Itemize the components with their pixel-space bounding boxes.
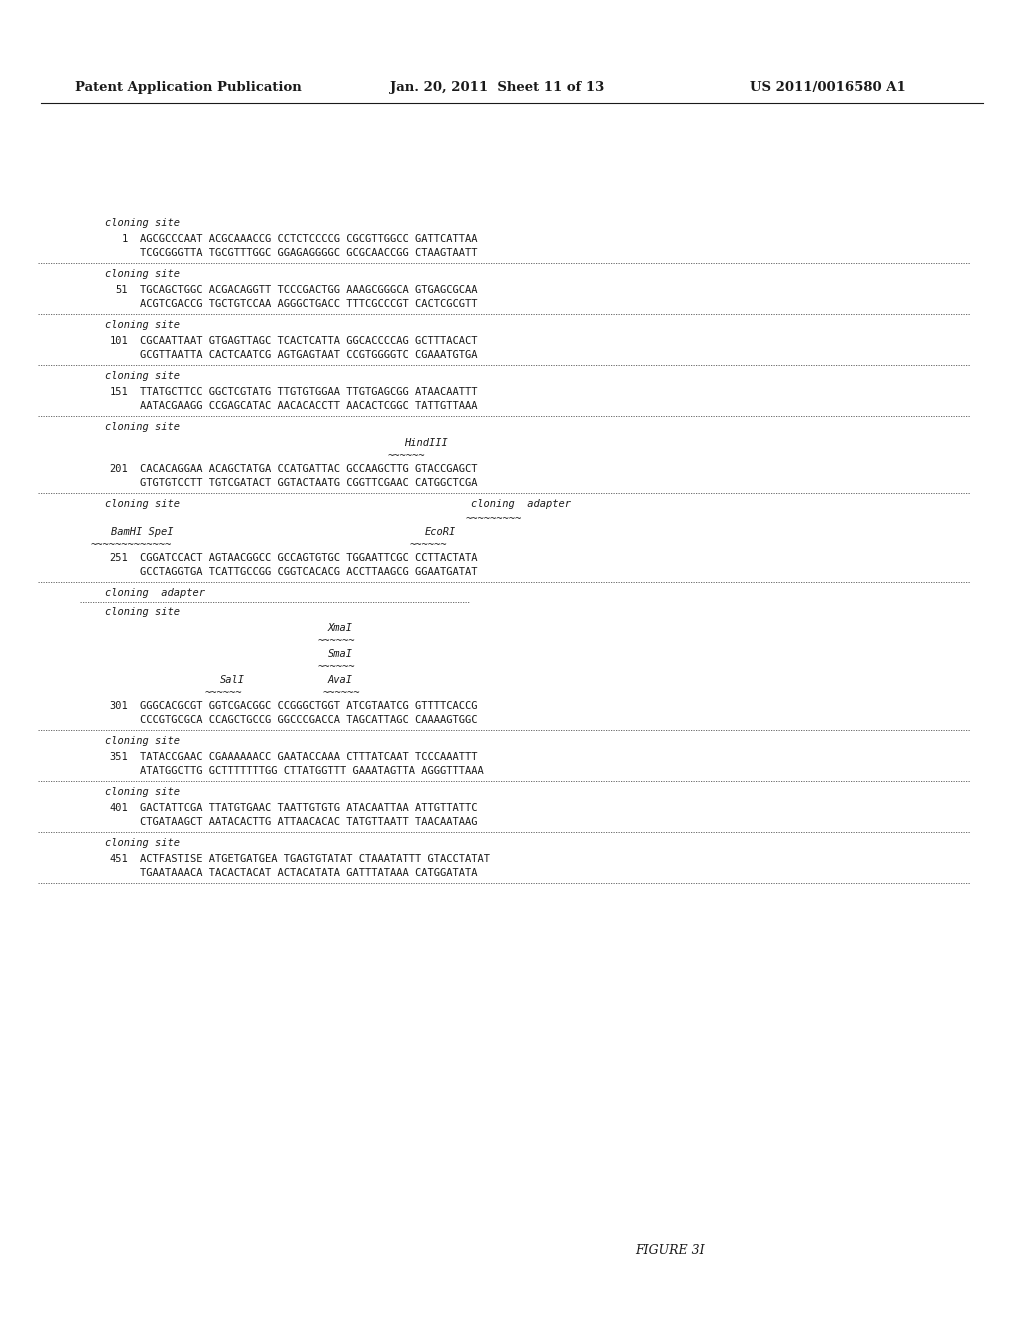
Text: CACACAGGAA ACAGCTATGA CCATGATTAC GCCAAGCTTG GTACCGAGCT: CACACAGGAA ACAGCTATGA CCATGATTAC GCCAAGC… [140,465,477,474]
Text: CTGATAAGCT AATACACTTG ATTAACACAC TATGTTAATT TAACAATAAG: CTGATAAGCT AATACACTTG ATTAACACAC TATGTTA… [140,817,477,828]
Text: ~~~~~~: ~~~~~~ [387,451,425,461]
Text: GACTATTCGA TTATGTGAAC TAATTGTGTG ATACAATTAA ATTGTTATTC: GACTATTCGA TTATGTGAAC TAATTGTGTG ATACAAT… [140,803,477,813]
Text: ~~~~~~: ~~~~~~ [317,636,355,645]
Text: 201: 201 [110,465,128,474]
Text: 301: 301 [110,701,128,711]
Text: cloning site: cloning site [105,371,180,381]
Text: ~~~~~~~~~~~~~: ~~~~~~~~~~~~~ [90,540,171,550]
Text: Patent Application Publication: Patent Application Publication [75,82,302,95]
Text: cloning site: cloning site [105,319,180,330]
Text: ACTFASTISE ATGETGATGEA TGAGTGTATAT CTAAATATTT GTACCTATAT: ACTFASTISE ATGETGATGEA TGAGTGTATAT CTAAA… [140,854,490,865]
Text: 51: 51 [116,285,128,294]
Text: GGGCACGCGT GGTCGACGGC CCGGGCTGGT ATCGTAATCG GTTTTCACCG: GGGCACGCGT GGTCGACGGC CCGGGCTGGT ATCGTAA… [140,701,477,711]
Text: 401: 401 [110,803,128,813]
Text: GCCTAGGTGA TCATTGCCGG CGGTCACACG ACCTTAAGCG GGAATGATAT: GCCTAGGTGA TCATTGCCGG CGGTCACACG ACCTTAA… [140,568,477,577]
Text: GTGTGTCCTT TGTCGATACT GGTACTAATG CGGTTCGAAC CATGGCTCGA: GTGTGTCCTT TGTCGATACT GGTACTAATG CGGTTCG… [140,478,477,488]
Text: CGCAATTAAT GTGAGTTAGC TCACTCATTA GGCACCCCAG GCTTTACACT: CGCAATTAAT GTGAGTTAGC TCACTCATTA GGCACCC… [140,337,477,346]
Text: GCGTTAATTA CACTCAATCG AGTGAGTAAT CCGTGGGGTC CGAAATGTGA: GCGTTAATTA CACTCAATCG AGTGAGTAAT CCGTGGG… [140,350,477,360]
Text: CGGATCCACT AGTAACGGCC GCCAGTGTGC TGGAATTCGC CCTTACTATA: CGGATCCACT AGTAACGGCC GCCAGTGTGC TGGAATT… [140,553,477,564]
Text: 101: 101 [110,337,128,346]
Text: TTATGCTTCC GGCTCGTATG TTGTGTGGAA TTGTGAGCGG ATAACAATTT: TTATGCTTCC GGCTCGTATG TTGTGTGGAA TTGTGAG… [140,387,477,397]
Text: 251: 251 [110,553,128,564]
Text: XmaI: XmaI [328,623,352,634]
Text: cloning site: cloning site [105,269,180,279]
Text: cloning site: cloning site [105,218,180,228]
Text: cloning site: cloning site [105,607,180,616]
Text: cloning site: cloning site [105,737,180,746]
Text: CCCGTGCGCA CCAGCTGCCG GGCCCGACCA TAGCATTAGC CAAAAGTGGC: CCCGTGCGCA CCAGCTGCCG GGCCCGACCA TAGCATT… [140,715,477,725]
Text: cloning site: cloning site [105,787,180,797]
Text: US 2011/0016580 A1: US 2011/0016580 A1 [750,82,906,95]
Text: FIGURE 3I: FIGURE 3I [635,1243,705,1257]
Text: 151: 151 [110,387,128,397]
Text: 451: 451 [110,854,128,865]
Text: BamHI SpeI: BamHI SpeI [111,527,173,537]
Text: cloning site: cloning site [105,422,180,432]
Text: AvaI: AvaI [328,675,352,685]
Text: cloning site: cloning site [105,838,180,847]
Text: ~~~~~~~~~: ~~~~~~~~~ [466,513,522,524]
Text: 351: 351 [110,752,128,762]
Text: TATACCGAAC CGAAAAAACC GAATACCAAA CTTTATCAAT TCCCAAATTT: TATACCGAAC CGAAAAAACC GAATACCAAA CTTTATC… [140,752,477,762]
Text: SalI: SalI [220,675,245,685]
Text: AATACGAAGG CCGAGCATAC AACACACCTT AACACTCGGC TATTGTTAAA: AATACGAAGG CCGAGCATAC AACACACCTT AACACTC… [140,401,477,411]
Text: cloning  adapter: cloning adapter [105,587,205,598]
Text: TGCAGCTGGC ACGACAGGTT TCCCGACTGG AAAGCGGGCA GTGAGCGCAA: TGCAGCTGGC ACGACAGGTT TCCCGACTGG AAAGCGG… [140,285,477,294]
Text: ~~~~~~: ~~~~~~ [410,540,447,550]
Text: HindIII: HindIII [404,438,449,447]
Text: Jan. 20, 2011  Sheet 11 of 13: Jan. 20, 2011 Sheet 11 of 13 [390,82,604,95]
Text: ATATGGCTTG GCTTTTTTTGG CTTATGGTTT GAAATAGTTA AGGGTTTAAA: ATATGGCTTG GCTTTTTTTGG CTTATGGTTT GAAATA… [140,766,483,776]
Text: SmaI: SmaI [328,649,352,659]
Text: ~~~~~~: ~~~~~~ [323,688,360,698]
Text: ~~~~~~: ~~~~~~ [205,688,243,698]
Text: AGCGCCCAAT ACGCAAACCG CCTCTCCCCG CGCGTTGGCC GATTCATTAA: AGCGCCCAAT ACGCAAACCG CCTCTCCCCG CGCGTTG… [140,234,477,244]
Text: ACGTCGACCG TGCTGTCCAA AGGGCTGACC TTTCGCCCGT CACTCGCGTT: ACGTCGACCG TGCTGTCCAA AGGGCTGACC TTTCGCC… [140,300,477,309]
Text: EcoRI: EcoRI [425,527,457,537]
Text: TCGCGGGTTA TGCGTTTGGC GGAGAGGGGC GCGCAACCGG CTAAGTAATT: TCGCGGGTTA TGCGTTTGGC GGAGAGGGGC GCGCAAC… [140,248,477,257]
Text: ~~~~~~: ~~~~~~ [317,663,355,672]
Text: cloning site: cloning site [105,499,180,510]
Text: 1: 1 [122,234,128,244]
Text: cloning  adapter: cloning adapter [471,499,571,510]
Text: TGAATAAACA TACACTACAT ACTACATATA GATTTATAAA CATGGATATA: TGAATAAACA TACACTACAT ACTACATATA GATTTAT… [140,869,477,878]
